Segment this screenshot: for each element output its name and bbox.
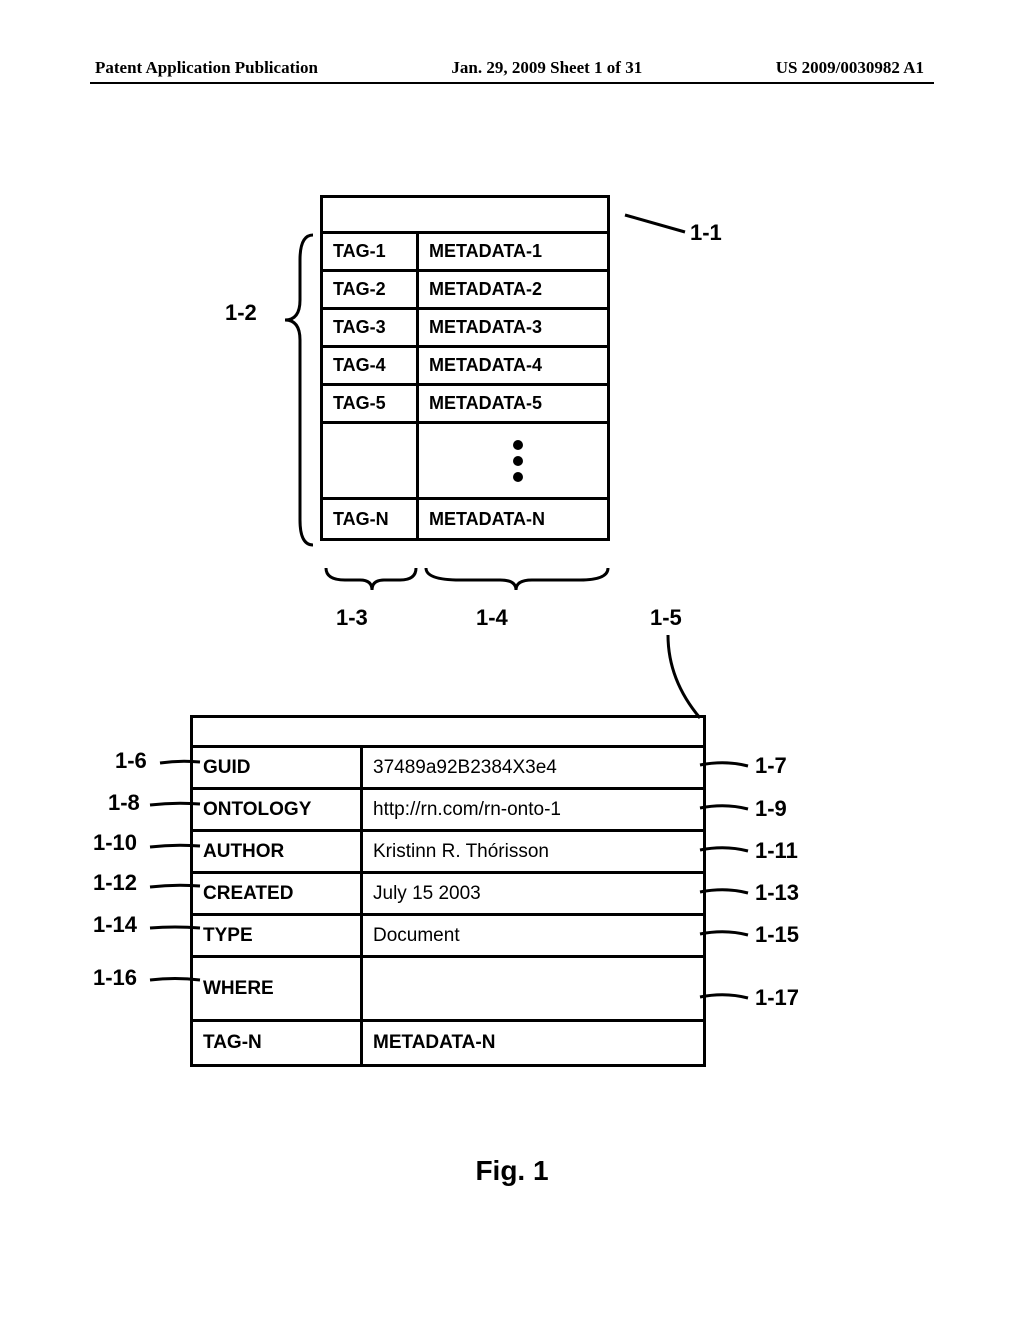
figure-label: Fig. 1	[0, 1155, 1024, 1187]
tag-cell: TAG-4	[323, 348, 419, 383]
lower-blank-row	[193, 718, 703, 748]
tag-cell: ONTOLOGY	[193, 790, 363, 829]
meta-cell: METADATA-1	[419, 234, 607, 269]
ref-1-2: 1-2	[225, 300, 257, 326]
meta-cell	[419, 424, 607, 497]
table-row: TAG-4 METADATA-4	[323, 348, 607, 386]
ref-1-14: 1-14	[93, 912, 137, 938]
tag-cell: GUID	[193, 748, 363, 787]
upper-blank-row	[323, 198, 607, 234]
meta-cell: METADATA-2	[419, 272, 607, 307]
ref-1-1: 1-1	[690, 220, 722, 246]
tag-cell: TAG-3	[323, 310, 419, 345]
table-row: TAG-1 METADATA-1	[323, 234, 607, 272]
ref-1-9: 1-9	[755, 796, 787, 822]
tag-cell	[323, 424, 419, 497]
header-center: Jan. 29, 2009 Sheet 1 of 31	[451, 58, 642, 78]
meta-cell: Document	[363, 916, 703, 955]
table-row: TAG-5 METADATA-5	[323, 386, 607, 424]
ref-1-10: 1-10	[93, 830, 137, 856]
table-row: TAG-N METADATA-N	[323, 500, 607, 538]
table-row: TAG-3 METADATA-3	[323, 310, 607, 348]
tag-cell: TAG-N	[323, 500, 419, 538]
ref-1-11: 1-11	[755, 838, 798, 864]
meta-cell: METADATA-5	[419, 386, 607, 421]
ref-1-4: 1-4	[476, 605, 508, 631]
ellipsis-row	[323, 424, 607, 500]
ref-1-12: 1-12	[93, 870, 137, 896]
table-row: AUTHOR Kristinn R. Thórisson	[193, 832, 703, 874]
table-row: CREATED July 15 2003	[193, 874, 703, 916]
meta-cell: METADATA-4	[419, 348, 607, 383]
header-left: Patent Application Publication	[95, 58, 318, 78]
tag-cell: AUTHOR	[193, 832, 363, 871]
table-row: WHERE	[193, 958, 703, 1022]
table-row: TAG-N METADATA-N	[193, 1022, 703, 1064]
ref-1-3: 1-3	[336, 605, 368, 631]
ref-1-6: 1-6	[115, 748, 147, 774]
ref-1-16: 1-16	[93, 965, 137, 991]
tag-cell: TAG-2	[323, 272, 419, 307]
table-row: ONTOLOGY http://rn.com/rn-onto-1	[193, 790, 703, 832]
meta-cell	[363, 958, 703, 1019]
table-row: TAG-2 METADATA-2	[323, 272, 607, 310]
upper-table: TAG-1 METADATA-1 TAG-2 METADATA-2 TAG-3 …	[320, 195, 610, 541]
meta-cell: METADATA-N	[363, 1022, 703, 1064]
tag-cell: TAG-5	[323, 386, 419, 421]
tag-cell: TAG-1	[323, 234, 419, 269]
meta-cell: http://rn.com/rn-onto-1	[363, 790, 703, 829]
ref-1-17: 1-17	[755, 985, 799, 1011]
ref-1-13: 1-13	[755, 880, 799, 906]
header-rule	[90, 82, 934, 84]
ref-1-8: 1-8	[108, 790, 140, 816]
tag-cell: TYPE	[193, 916, 363, 955]
meta-cell: July 15 2003	[363, 874, 703, 913]
ref-1-15: 1-15	[755, 922, 799, 948]
tag-cell: WHERE	[193, 958, 363, 1019]
meta-cell: METADATA-N	[419, 500, 607, 538]
header-right: US 2009/0030982 A1	[776, 58, 924, 78]
lower-table: GUID 37489a92B2384X3e4 ONTOLOGY http://r…	[190, 715, 706, 1067]
table-row: GUID 37489a92B2384X3e4	[193, 748, 703, 790]
vertical-ellipsis-icon	[429, 424, 607, 497]
table-row: TYPE Document	[193, 916, 703, 958]
meta-cell: METADATA-3	[419, 310, 607, 345]
meta-cell: Kristinn R. Thórisson	[363, 832, 703, 871]
page-header: Patent Application Publication Jan. 29, …	[0, 58, 1024, 78]
tag-cell: TAG-N	[193, 1022, 363, 1064]
ref-1-7: 1-7	[755, 753, 787, 779]
tag-cell: CREATED	[193, 874, 363, 913]
ref-1-5: 1-5	[650, 605, 682, 631]
meta-cell: 37489a92B2384X3e4	[363, 748, 703, 787]
